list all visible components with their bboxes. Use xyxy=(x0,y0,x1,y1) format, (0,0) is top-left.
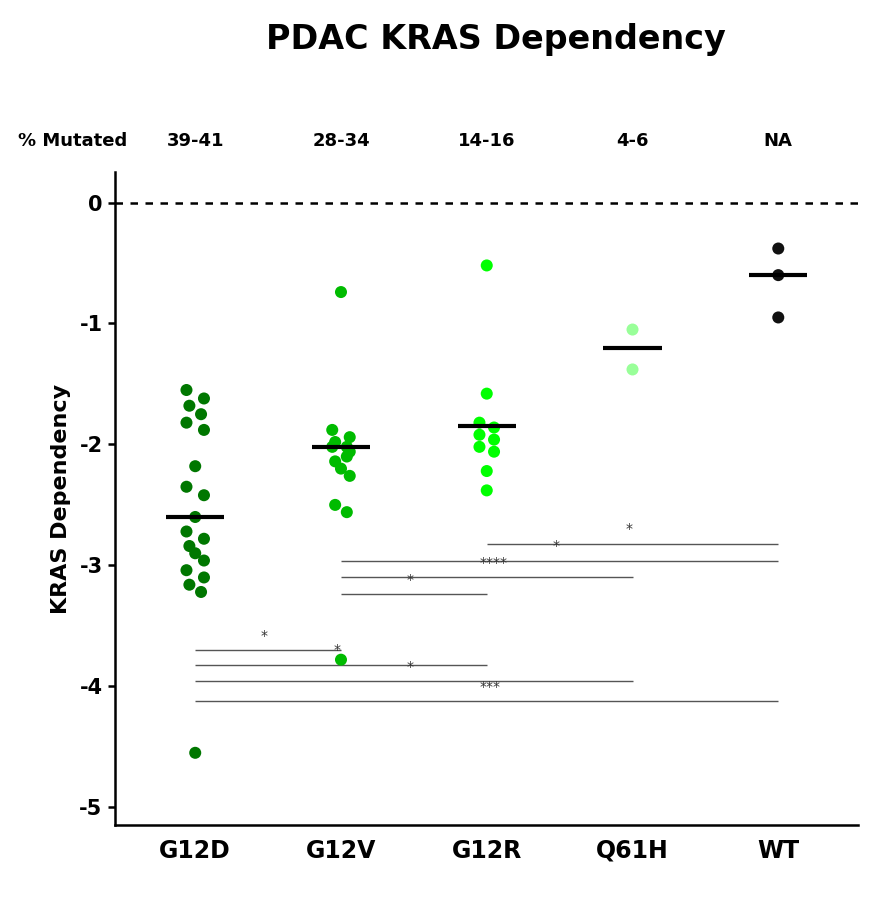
Text: *: * xyxy=(625,522,632,536)
Point xyxy=(182,578,196,592)
Point xyxy=(180,383,194,397)
Text: % Mutated: % Mutated xyxy=(18,132,127,150)
Point xyxy=(182,539,196,553)
Text: 39-41: 39-41 xyxy=(166,132,224,150)
Point xyxy=(180,415,194,430)
Point xyxy=(189,546,203,561)
Point xyxy=(180,480,194,494)
Point xyxy=(334,652,348,667)
Point xyxy=(340,440,354,454)
Text: *: * xyxy=(406,573,413,587)
Point xyxy=(325,440,339,454)
Point xyxy=(189,746,203,760)
Point xyxy=(196,553,211,568)
Point xyxy=(480,483,494,498)
Point xyxy=(196,391,211,405)
Text: NA: NA xyxy=(764,132,793,150)
Point xyxy=(480,258,494,273)
Point xyxy=(196,423,211,437)
Text: PDAC KRAS Dependency: PDAC KRAS Dependency xyxy=(266,23,726,55)
Point xyxy=(487,444,501,459)
Point xyxy=(196,532,211,546)
Point xyxy=(487,433,501,447)
Point xyxy=(180,524,194,539)
Point xyxy=(194,407,208,422)
Y-axis label: KRAS Dependency: KRAS Dependency xyxy=(51,384,71,614)
Point xyxy=(328,434,342,449)
Point xyxy=(180,563,194,578)
Point xyxy=(340,449,354,463)
Point xyxy=(473,415,487,430)
Point xyxy=(626,322,640,336)
Point xyxy=(334,462,348,476)
Point xyxy=(182,398,196,413)
Point xyxy=(480,386,494,401)
Text: ****: **** xyxy=(480,556,507,571)
Point xyxy=(626,362,640,376)
Text: 14-16: 14-16 xyxy=(458,132,515,150)
Point xyxy=(328,498,342,512)
Point xyxy=(328,454,342,469)
Text: *: * xyxy=(261,629,268,643)
Point xyxy=(473,440,487,454)
Point xyxy=(342,430,357,444)
Point xyxy=(189,459,203,473)
Point xyxy=(340,505,354,520)
Point xyxy=(473,427,487,442)
Text: *: * xyxy=(406,660,413,674)
Text: ***: *** xyxy=(480,679,500,694)
Point xyxy=(771,268,785,282)
Point xyxy=(487,420,501,434)
Point xyxy=(196,571,211,585)
Text: *: * xyxy=(334,643,341,658)
Point xyxy=(342,469,357,483)
Text: 4-6: 4-6 xyxy=(616,132,649,150)
Point xyxy=(325,423,339,437)
Point xyxy=(194,585,208,600)
Text: *: * xyxy=(552,540,559,553)
Point xyxy=(196,488,211,502)
Text: 28-34: 28-34 xyxy=(312,132,370,150)
Point xyxy=(480,463,494,478)
Point xyxy=(334,285,348,299)
Point xyxy=(771,310,785,325)
Point xyxy=(771,241,785,256)
Point xyxy=(189,510,203,524)
Point xyxy=(342,444,357,459)
